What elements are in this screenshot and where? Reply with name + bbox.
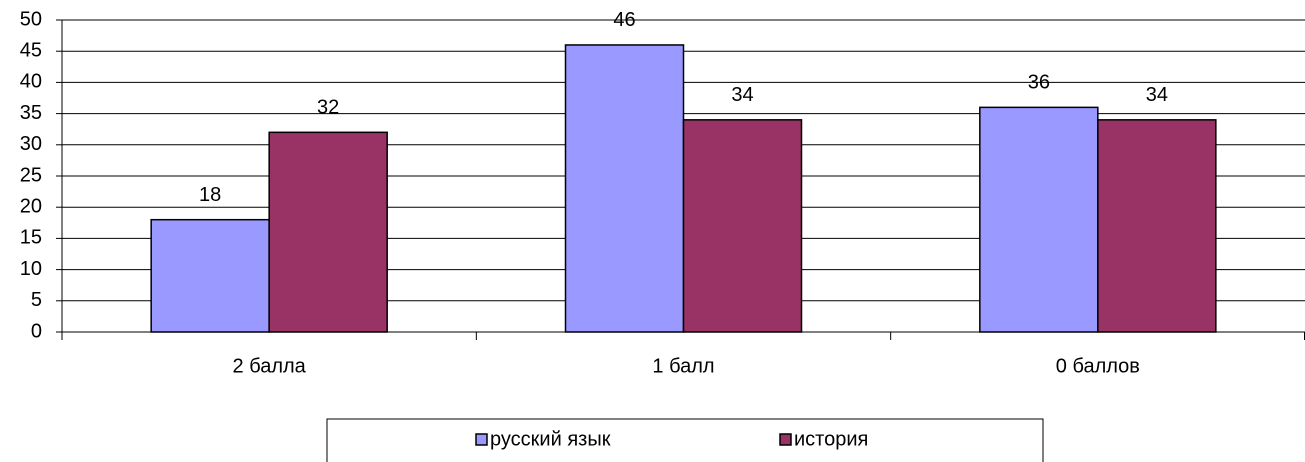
legend-label: история xyxy=(794,428,868,450)
data-label: 18 xyxy=(199,184,221,206)
bar xyxy=(564,44,685,333)
y-tick-label: 20 xyxy=(20,195,42,217)
y-tick-label: 0 xyxy=(31,320,42,342)
x-tick-label: 0 баллов xyxy=(1056,355,1140,377)
data-label: 32 xyxy=(317,97,339,119)
y-tick-label: 15 xyxy=(20,227,42,249)
y-tick-label: 30 xyxy=(20,133,42,155)
y-tick-label: 50 xyxy=(20,8,42,30)
y-tick-label: 10 xyxy=(20,258,42,280)
y-tick-label: 35 xyxy=(20,102,42,124)
data-label: 34 xyxy=(731,84,753,106)
y-tick-label: 40 xyxy=(20,71,42,93)
bar xyxy=(979,106,1099,333)
bar xyxy=(150,218,270,333)
data-label: 46 xyxy=(613,9,635,31)
bar xyxy=(682,119,803,333)
bar xyxy=(1097,119,1217,333)
y-tick-label: 25 xyxy=(20,164,42,186)
data-label: 34 xyxy=(1146,84,1168,106)
x-tick-label: 1 балл xyxy=(652,355,714,377)
y-tick-label: 5 xyxy=(31,289,42,311)
bar xyxy=(268,131,388,333)
legend-label: русский язык xyxy=(490,428,611,450)
legend-box xyxy=(326,418,1044,462)
x-tick-label: 2 балла xyxy=(233,355,307,377)
legend-swatch xyxy=(779,433,792,446)
data-label: 36 xyxy=(1028,72,1050,94)
legend-swatch xyxy=(475,433,488,446)
y-tick-label: 45 xyxy=(20,39,42,61)
